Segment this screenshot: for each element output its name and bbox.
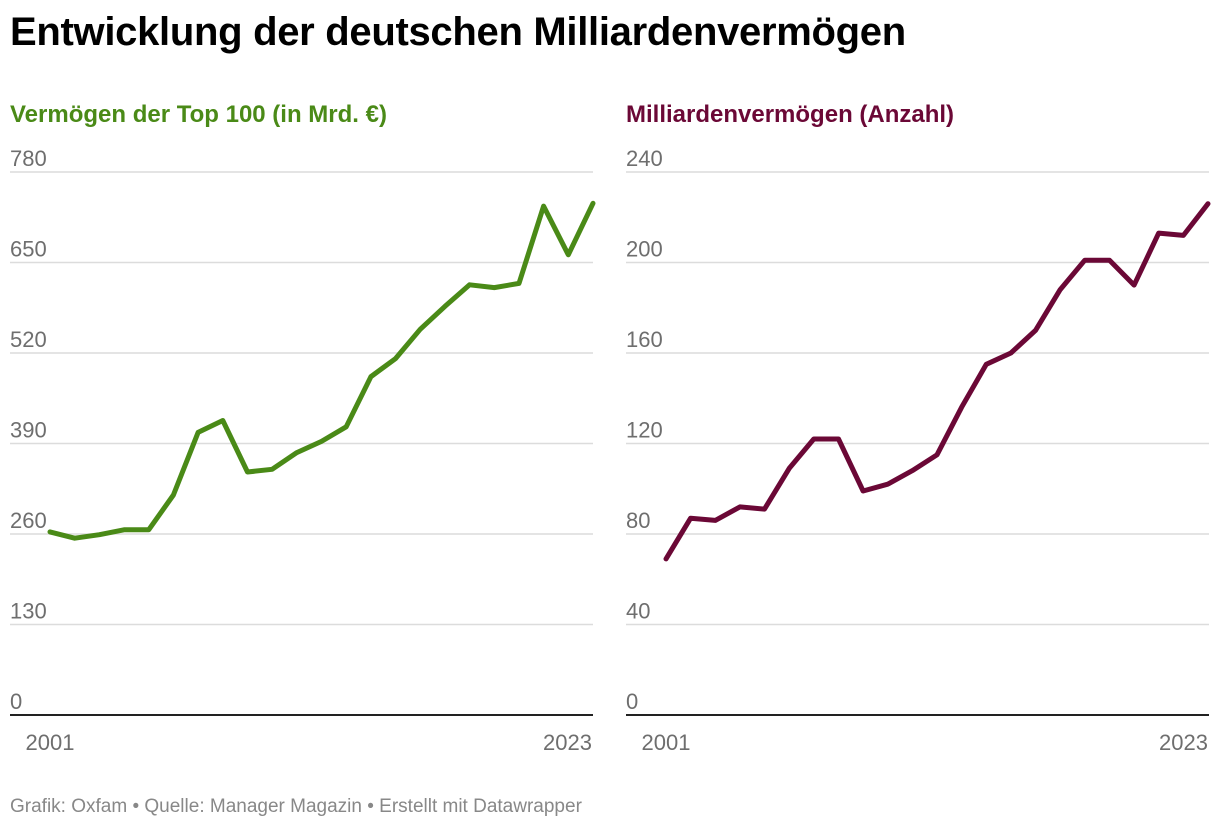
series-line-top100 xyxy=(47,200,596,541)
y-tick-label-count-3: 120 xyxy=(626,418,663,443)
panel-title-top100: Vermögen der Top 100 (in Mrd. €) xyxy=(10,101,387,128)
y-tick-label-count-2: 80 xyxy=(626,508,650,533)
x-tick-label-top100-start: 2001 xyxy=(26,730,75,755)
y-tick-label-top100-5: 650 xyxy=(10,237,47,262)
x-tick-label-count-end: 2023 xyxy=(1159,730,1208,755)
y-tick-label-top100-0: 0 xyxy=(10,689,22,714)
y-tick-label-top100-2: 260 xyxy=(10,508,47,533)
y-tick-label-top100-4: 520 xyxy=(10,327,47,352)
y-tick-label-count-1: 40 xyxy=(626,599,650,624)
source-footer: Grafik: Oxfam • Quelle: Manager Magazin … xyxy=(10,796,582,817)
y-tick-label-count-0: 0 xyxy=(626,689,638,714)
y-tick-label-top100-6: 780 xyxy=(10,146,47,171)
x-tick-label-top100-end: 2023 xyxy=(543,730,592,755)
x-tick-label-count-start: 2001 xyxy=(642,730,691,755)
chart-title: Entwicklung der deutschen Milliardenverm… xyxy=(10,10,906,54)
y-tick-label-top100-1: 130 xyxy=(10,599,47,624)
y-tick-label-count-4: 160 xyxy=(626,327,663,352)
y-tick-label-count-5: 200 xyxy=(626,237,663,262)
y-tick-label-count-6: 240 xyxy=(626,146,663,171)
series-line-count xyxy=(663,201,1211,562)
panel-title-count: Milliardenvermögen (Anzahl) xyxy=(626,101,955,128)
y-tick-label-top100-3: 390 xyxy=(10,418,47,443)
